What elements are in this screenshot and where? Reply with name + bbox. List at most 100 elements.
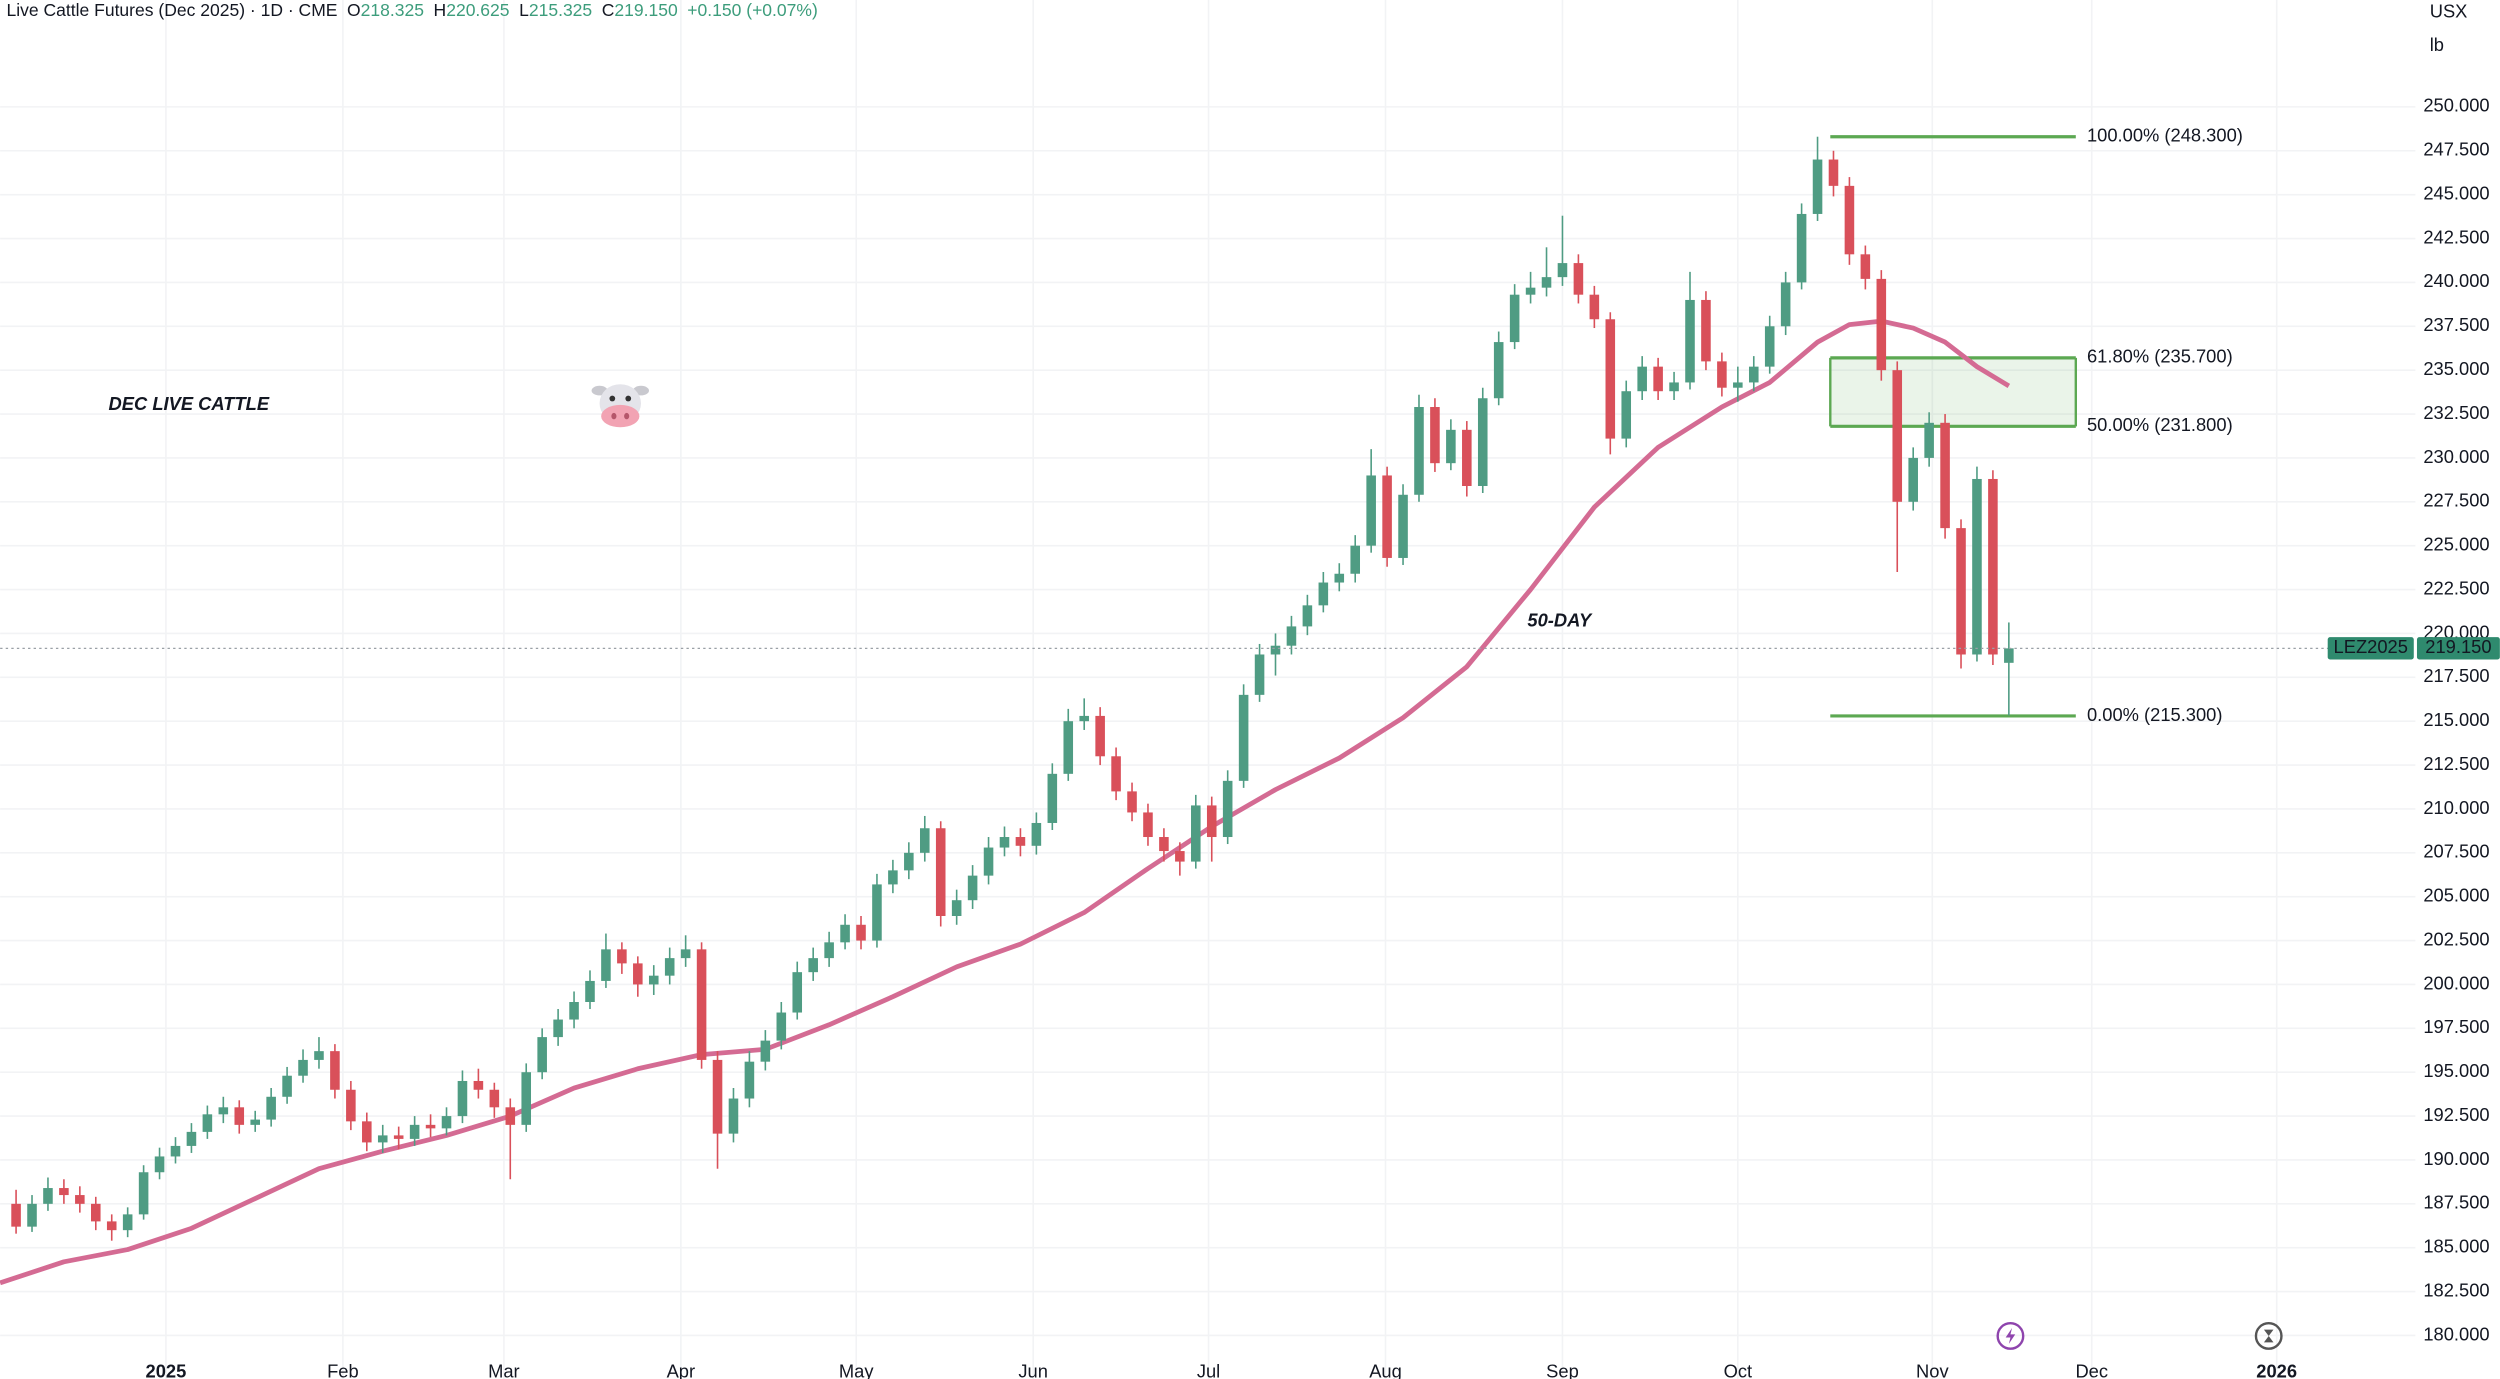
candle-body xyxy=(1477,398,1488,486)
candle-body xyxy=(1525,287,1536,295)
ohlc-value: 215.325 xyxy=(529,0,592,20)
candle-body xyxy=(1701,299,1711,362)
candle-body xyxy=(489,1089,500,1108)
candle-body xyxy=(1493,342,1504,399)
candle-body xyxy=(330,1051,340,1090)
fib-label: 61.80% (235.700) xyxy=(2087,346,2233,367)
candle-body xyxy=(250,1119,260,1125)
candle-body xyxy=(11,1203,21,1227)
candle-body xyxy=(1047,773,1058,823)
cow-icon xyxy=(591,384,649,428)
candle-body xyxy=(1972,478,1982,655)
x-tick-label: Jun xyxy=(1018,1360,1048,1379)
candle-body xyxy=(1748,366,1759,383)
candle-body xyxy=(1398,494,1408,558)
y-tick-label: 220.000 xyxy=(2423,621,2489,642)
y-tick-label: 232.500 xyxy=(2423,402,2489,423)
candle-body xyxy=(1860,254,1871,279)
y-tick-label: 182.500 xyxy=(2423,1279,2489,1300)
x-tick-label: May xyxy=(839,1360,874,1379)
candle-body xyxy=(1334,573,1345,583)
y-tick-label: 212.500 xyxy=(2423,753,2489,774)
candle-body xyxy=(1924,422,1934,458)
candle-body xyxy=(202,1114,213,1132)
y-tick-label: 210.000 xyxy=(2423,797,2489,818)
y-tick-label: 192.500 xyxy=(2423,1104,2489,1125)
candle-body xyxy=(1780,282,1791,327)
x-tick-label: Aug xyxy=(1369,1360,1402,1379)
fib-zone xyxy=(1830,357,2076,427)
unit: lb xyxy=(2430,34,2444,55)
y-tick-label: 227.500 xyxy=(2423,490,2489,511)
y-tick-label: 242.500 xyxy=(2423,226,2489,247)
x-tick-label: 2025 xyxy=(146,1360,187,1379)
candle-body xyxy=(1462,429,1472,486)
candle-body xyxy=(186,1131,197,1146)
icon-ring xyxy=(2254,1322,2283,1350)
y-tick-label: 205.000 xyxy=(2423,885,2489,906)
candle-body xyxy=(904,852,914,871)
ohlc-value: 218.325 xyxy=(361,0,424,20)
candle-body xyxy=(1382,475,1392,558)
candle-body xyxy=(1812,159,1823,214)
y-tick-label: 185.000 xyxy=(2423,1236,2489,1257)
ohlc-key: O xyxy=(347,0,361,20)
y-tick-label: 225.000 xyxy=(2423,534,2489,555)
candle-body xyxy=(935,828,946,916)
symbol-tag: LEZ2025 xyxy=(2334,636,2408,657)
candle-body xyxy=(983,847,994,876)
candle-body xyxy=(1908,457,1918,502)
candle-body xyxy=(266,1096,276,1120)
currency: USX xyxy=(2430,1,2468,22)
candle-body xyxy=(154,1156,165,1173)
candle-body xyxy=(298,1059,308,1076)
candle-body xyxy=(888,870,898,885)
candle-body xyxy=(1733,382,1743,388)
x-tick-label: 2026 xyxy=(2256,1360,2297,1379)
x-tick-label: Jul xyxy=(1197,1360,1220,1379)
headline: DEC LIVE CATTLE xyxy=(109,393,270,414)
candle-body xyxy=(43,1188,53,1204)
candle-body xyxy=(808,958,818,973)
candle-body xyxy=(872,884,882,941)
candle-body xyxy=(1159,837,1169,852)
header: Live Cattle Futures (Dec 2025) · 1D · CM… xyxy=(7,0,818,20)
candle-body xyxy=(776,1012,787,1041)
candle-body xyxy=(346,1089,356,1122)
candle-body xyxy=(409,1124,420,1139)
y-tick-label: 247.500 xyxy=(2423,139,2489,160)
candle-body xyxy=(138,1172,149,1215)
candle-body xyxy=(537,1037,547,1073)
candle-body xyxy=(999,837,1010,848)
candle-body xyxy=(1430,407,1440,464)
candle-body xyxy=(1605,319,1616,439)
candle-body xyxy=(585,980,595,1002)
candle-body xyxy=(792,972,803,1013)
candle-body xyxy=(1127,791,1137,813)
candle-body xyxy=(712,1059,723,1134)
y-tick-label: 202.500 xyxy=(2423,928,2489,949)
candle-body xyxy=(1653,366,1663,392)
x-tick-label: Apr xyxy=(667,1360,696,1379)
candle-body xyxy=(1828,159,1839,186)
symbol-title: Live Cattle Futures (Dec 2025) · 1D · CM… xyxy=(7,0,338,20)
ohlc-key: H xyxy=(434,0,447,20)
candle-body xyxy=(425,1124,436,1129)
price-tag: 219.150 xyxy=(2425,636,2491,657)
candle-body xyxy=(170,1145,181,1157)
candle-body xyxy=(1143,812,1153,838)
x-tick-label: Dec xyxy=(2075,1360,2108,1379)
candle-body xyxy=(919,828,930,853)
candle-body xyxy=(744,1061,755,1099)
candle-body xyxy=(1366,475,1376,546)
candle-body xyxy=(1764,326,1775,367)
candle-body xyxy=(1191,805,1201,862)
candle-body xyxy=(377,1135,388,1143)
candle-body xyxy=(1621,391,1632,439)
candle-body xyxy=(1988,478,1998,655)
candle-body xyxy=(282,1075,292,1097)
candle-body xyxy=(633,963,643,985)
candle-body xyxy=(59,1188,69,1196)
